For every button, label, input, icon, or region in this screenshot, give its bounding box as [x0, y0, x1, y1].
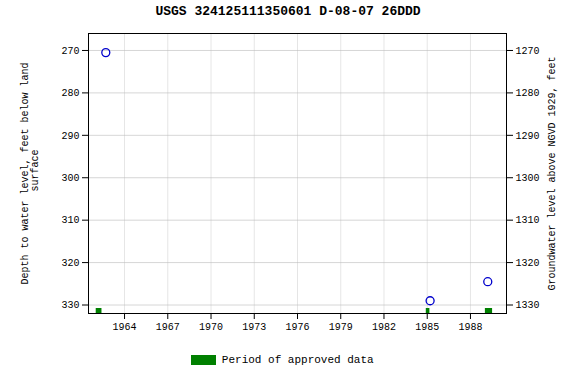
svg-text:Groundwater level above NGVD 1: Groundwater level above NGVD 1929, feet: [547, 56, 558, 290]
svg-text:1985: 1985: [415, 322, 439, 333]
svg-text:1270: 1270: [516, 46, 540, 57]
svg-text:Depth to water level, feet bel: Depth to water level, feet below land su…: [20, 62, 41, 284]
svg-text:1280: 1280: [516, 88, 540, 99]
svg-text:1310: 1310: [516, 215, 540, 226]
svg-text:320: 320: [61, 258, 79, 269]
svg-text:1330: 1330: [516, 300, 540, 311]
svg-text:310: 310: [61, 215, 79, 226]
svg-text:1982: 1982: [372, 322, 396, 333]
svg-text:330: 330: [61, 300, 79, 311]
html-text:USGS 324125111350601 D-08-07 2: USGS 324125111350601 D-08-07 26DDD: [155, 4, 421, 19]
svg-text:270: 270: [61, 46, 79, 57]
svg-text:1976: 1976: [285, 322, 309, 333]
svg-text:1979: 1979: [329, 322, 353, 333]
svg-text:1300: 1300: [516, 173, 540, 184]
svg-text:1970: 1970: [199, 322, 223, 333]
svg-text:1988: 1988: [458, 322, 482, 333]
svg-text:1320: 1320: [516, 258, 540, 269]
svg-text:280: 280: [61, 88, 79, 99]
html-text:Period of approved data: Period of approved data: [221, 353, 374, 366]
svg-text:1964: 1964: [113, 322, 137, 333]
svg-text:1290: 1290: [516, 131, 540, 142]
svg-text:1973: 1973: [242, 322, 266, 333]
svg-text:290: 290: [61, 131, 79, 142]
svg-text:1967: 1967: [156, 322, 180, 333]
svg-text:300: 300: [61, 173, 79, 184]
